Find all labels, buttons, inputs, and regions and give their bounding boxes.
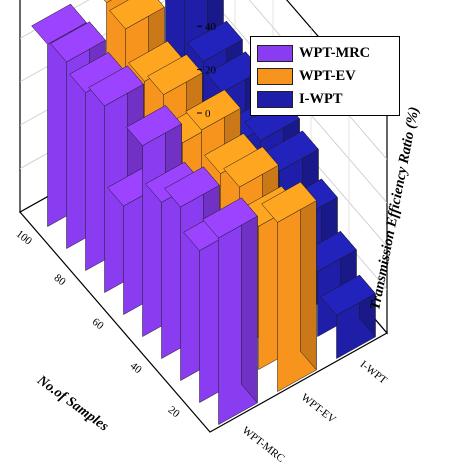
chart-legend: WPT-MRC WPT-EV I-WPT xyxy=(250,36,400,116)
z-tick-label-0: 0 xyxy=(205,108,211,120)
bar-face-top xyxy=(103,0,112,4)
bar-face-top xyxy=(88,65,144,107)
legend-item-wpt-mrc: WPT-MRC xyxy=(257,43,370,63)
bar-face-top xyxy=(31,3,87,45)
x-tick-label-60: 60 xyxy=(90,316,106,333)
bar-face-top xyxy=(187,20,243,62)
bar-face-side xyxy=(300,181,317,371)
bar-face-top xyxy=(320,274,376,316)
bar-face-top xyxy=(50,21,106,63)
bar-face-top xyxy=(185,89,241,131)
x-tick-label-40: 40 xyxy=(128,360,144,377)
bar-face-top xyxy=(261,181,317,223)
chart-bars xyxy=(31,0,376,426)
z-tick-label-40: 40 xyxy=(205,21,217,33)
bar-face-top xyxy=(109,0,165,30)
legend-label-i-wpt: I-WPT xyxy=(299,90,343,107)
bar-face-top xyxy=(147,54,203,96)
category-label-i-wpt: I-WPT xyxy=(358,358,390,386)
x-tick-label-100: 100 xyxy=(14,228,35,248)
bar-face-top xyxy=(202,197,258,239)
bar-wpt-mrc-10 xyxy=(202,197,258,426)
z-tick-label-20: 20 xyxy=(205,65,217,77)
legend-swatch-wpt-ev xyxy=(257,67,293,85)
x-tick-label-80: 80 xyxy=(52,272,68,289)
legend-item-i-wpt: I-WPT xyxy=(257,89,343,109)
legend-label-wpt-ev: WPT-EV xyxy=(299,67,356,84)
bar-face-top xyxy=(126,105,182,147)
bar-face-top xyxy=(223,146,279,188)
bar-i-wpt-10 xyxy=(320,274,376,360)
bar-face-top xyxy=(164,166,220,208)
bar-face-top xyxy=(206,51,262,93)
bar-wpt-ev-10 xyxy=(261,181,317,393)
bar-face-side xyxy=(241,197,258,404)
legend-swatch-wpt-mrc xyxy=(257,44,293,62)
legend-item-wpt-ev: WPT-EV xyxy=(257,66,356,86)
legend-label-wpt-mrc: WPT-MRC xyxy=(299,44,371,61)
category-label-wpt-ev: WPT-EV xyxy=(299,391,338,425)
legend-swatch-i-wpt xyxy=(257,90,293,108)
category-label-wpt-mrc: WPT-MRC xyxy=(240,424,287,464)
x-tick-label-20: 20 xyxy=(166,404,182,421)
